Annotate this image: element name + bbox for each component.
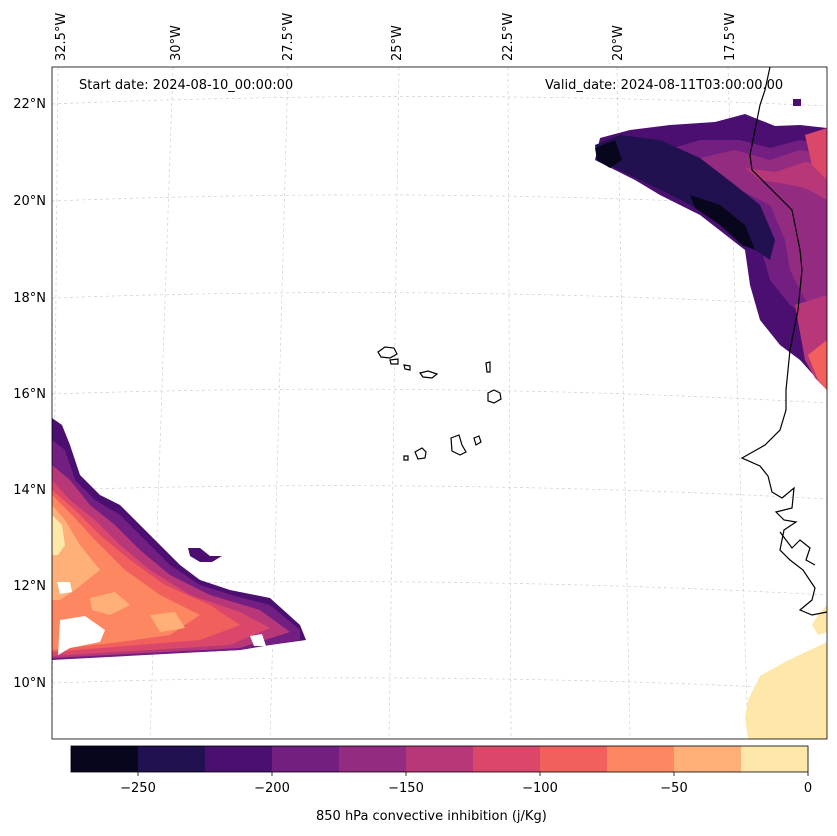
map-frame: [51, 66, 828, 740]
colorbar-segment: [205, 746, 273, 772]
lat-label: 16°N: [13, 387, 46, 402]
lat-label: 14°N: [13, 483, 46, 498]
lat-label: 22°N: [13, 97, 46, 112]
cin-field-southwest: [52, 418, 306, 660]
colorbar-segment: [741, 746, 809, 772]
lon-label: 27.5°W: [281, 12, 296, 61]
colorbar-segment: [406, 746, 474, 772]
colorbar-segment: [674, 746, 742, 772]
lon-label: 25°W: [390, 25, 405, 61]
cin-field-northeast: [595, 99, 827, 390]
colorbar-frame: [70, 745, 809, 773]
lon-label: 32.5°W: [54, 12, 69, 61]
valid-date-annotation: Valid_date: 2024-08-11T03:00:00.00: [545, 78, 784, 93]
colorbar-tick: −150: [388, 781, 424, 796]
colorbar-tick: −250: [120, 781, 156, 796]
cape-verde-islands: [377, 346, 502, 461]
colorbar-segment: [607, 746, 675, 772]
lon-label: 30°W: [169, 25, 184, 61]
colorbar-label: 850 hPa convective inhibition (j/Kg): [316, 809, 547, 824]
colorbar-tick: −200: [254, 781, 290, 796]
lat-label: 18°N: [13, 291, 46, 306]
colorbar-segment: [339, 746, 407, 772]
graticule: [52, 67, 827, 739]
colorbar-segment: [71, 746, 139, 772]
lat-label: 10°N: [13, 676, 46, 691]
colorbar-tick: −50: [660, 781, 688, 796]
colorbar-tick: 0: [803, 781, 813, 796]
colorbar-segment: [540, 746, 608, 772]
colorbar-segment: [473, 746, 541, 772]
colorbar-tick: −100: [522, 781, 558, 796]
lat-label: 12°N: [13, 579, 46, 594]
lon-label: 20°W: [611, 25, 626, 61]
lat-label: 20°N: [13, 194, 46, 209]
coastline: [740, 67, 827, 616]
colorbar: [70, 745, 809, 776]
lon-label: 17.5°W: [723, 12, 738, 61]
colorbar-segment: [272, 746, 340, 772]
lon-label: 22.5°W: [501, 12, 516, 61]
start-date-annotation: Start date: 2024-08-10_00:00:00: [79, 78, 294, 93]
colorbar-segment: [138, 746, 206, 772]
